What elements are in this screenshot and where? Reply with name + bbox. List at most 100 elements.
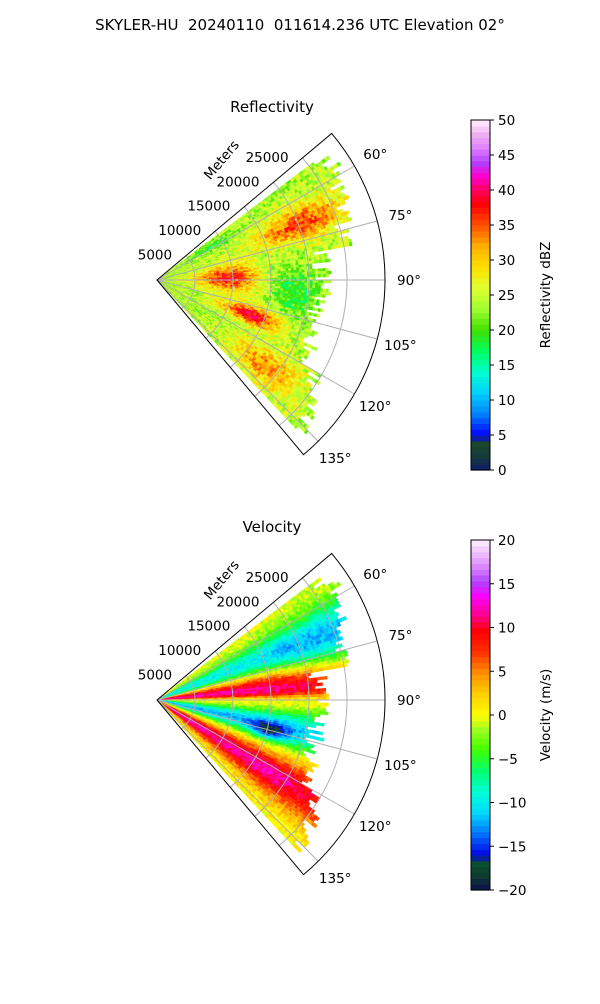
data-cell xyxy=(310,272,313,275)
data-cell xyxy=(257,282,260,284)
data-cell xyxy=(297,270,300,273)
data-cell xyxy=(276,282,279,284)
data-cell xyxy=(297,273,300,276)
data-cell xyxy=(260,284,263,286)
data-cell xyxy=(294,275,297,278)
data-cell xyxy=(267,272,270,274)
data-cell xyxy=(304,264,307,267)
data-cell xyxy=(321,271,324,274)
data-cell xyxy=(315,288,318,291)
data-cell xyxy=(302,275,305,278)
data-cell xyxy=(323,292,326,295)
data-cell xyxy=(294,287,297,290)
data-cell xyxy=(323,271,326,274)
data-cell xyxy=(326,268,329,271)
data-cell xyxy=(278,269,281,271)
data-cell xyxy=(283,273,286,275)
data-cell xyxy=(312,291,315,294)
data-cell xyxy=(275,272,278,274)
data-cell xyxy=(318,269,321,272)
data-cell xyxy=(322,300,325,303)
data-cell xyxy=(262,274,265,276)
data-cell xyxy=(286,285,289,287)
data-cell xyxy=(326,292,329,295)
data-cell xyxy=(281,273,284,275)
data-cell xyxy=(289,285,292,287)
data-cell xyxy=(262,284,265,286)
data-cell xyxy=(310,288,313,291)
data-cell xyxy=(304,267,307,270)
data-cell xyxy=(302,272,305,275)
data-cell xyxy=(246,277,249,279)
data-cell xyxy=(326,274,329,277)
data-cell xyxy=(291,270,294,273)
data-cell xyxy=(278,282,281,284)
data-cell xyxy=(315,286,318,289)
data-cell xyxy=(252,277,255,279)
data-cell xyxy=(297,275,300,278)
data-cell xyxy=(284,282,287,284)
data-cell xyxy=(296,290,299,293)
data-cell xyxy=(294,270,297,273)
data-cell xyxy=(286,273,289,275)
data-cell xyxy=(288,289,291,292)
data-cell xyxy=(299,272,302,275)
data-cell xyxy=(302,288,305,291)
figure-title: SKYLER-HU 20240110 011614.236 UTC Elevat… xyxy=(0,16,600,34)
data-cell xyxy=(297,285,300,288)
data-cell xyxy=(273,276,276,278)
data-cell xyxy=(315,283,318,286)
data-cell xyxy=(310,269,313,272)
data-cell xyxy=(236,277,239,278)
data-cell xyxy=(320,291,323,294)
data-cell xyxy=(304,290,307,293)
data-cell xyxy=(302,283,305,286)
data-cell xyxy=(293,265,296,268)
data-cell xyxy=(286,275,289,277)
data-cell xyxy=(297,287,300,290)
data-cell xyxy=(305,283,308,286)
data-cell xyxy=(286,271,289,273)
data-cell xyxy=(275,274,278,276)
data-cell xyxy=(273,272,276,274)
data-cell xyxy=(302,290,305,293)
data-cell xyxy=(273,284,276,286)
data-cell xyxy=(294,268,297,271)
data-cell xyxy=(318,288,321,291)
data-cell xyxy=(273,274,276,276)
data-cell xyxy=(291,282,294,285)
data-cell xyxy=(289,271,292,274)
data-cell xyxy=(281,276,284,278)
data-cell xyxy=(276,276,279,278)
data-cell xyxy=(291,268,294,271)
data-cell xyxy=(278,276,281,278)
data-cell xyxy=(291,285,294,288)
data-cell xyxy=(317,314,320,317)
data-cell xyxy=(265,274,268,276)
data-cell xyxy=(318,283,321,286)
data-cell xyxy=(315,274,318,277)
data-cell xyxy=(310,285,313,288)
data-cell xyxy=(318,291,321,294)
data-cell xyxy=(286,289,289,292)
data-cell xyxy=(281,271,284,273)
data-cell xyxy=(304,293,307,296)
data-cell xyxy=(323,268,326,271)
data-cell xyxy=(289,282,292,284)
data-cell xyxy=(281,282,284,284)
data-cell xyxy=(268,276,271,278)
data-cell xyxy=(323,274,326,277)
data-cell xyxy=(328,292,331,295)
data-cell xyxy=(289,273,292,275)
data-cell xyxy=(349,242,352,246)
data-cell xyxy=(302,267,305,270)
data-cell xyxy=(305,275,308,278)
data-cell xyxy=(297,282,300,285)
data-cell xyxy=(291,287,294,290)
data-cell xyxy=(260,276,263,278)
data-cell xyxy=(299,285,302,288)
data-cell xyxy=(318,286,321,289)
